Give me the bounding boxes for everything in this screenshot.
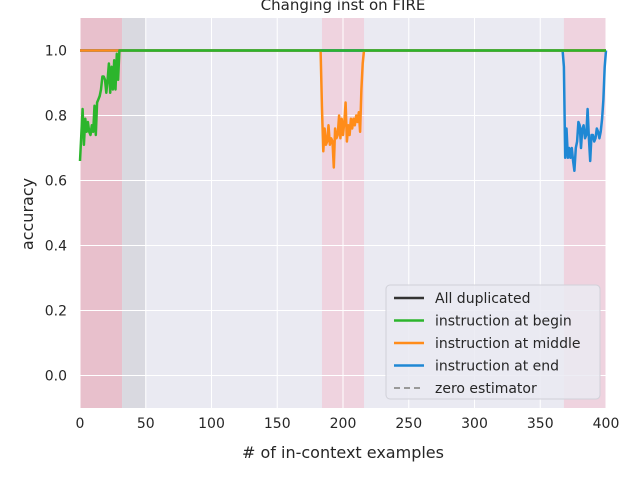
x-tick-label: 0: [76, 416, 85, 432]
legend-label: instruction at begin: [435, 314, 572, 330]
x-tick-label: 350: [527, 416, 554, 432]
x-tick-label: 300: [461, 416, 488, 432]
x-tick-label: 400: [593, 416, 620, 432]
series-line-instruction-at-end: [80, 49, 608, 173]
x-tick-label: 250: [395, 416, 422, 432]
y-tick-label: 0.2: [45, 304, 67, 320]
y-tick-label: 1.0: [45, 44, 67, 60]
y-axis-label: accuracy: [18, 178, 37, 250]
legend-label: zero estimator: [435, 381, 537, 397]
y-tick-label: 0.4: [45, 239, 67, 255]
legend-label: instruction at middle: [435, 336, 580, 352]
series-line-instruction-at-middle: [80, 49, 606, 169]
x-tick-label: 50: [137, 416, 155, 432]
y-tick-label: 0.8: [45, 109, 67, 125]
legend-label: instruction at end: [435, 359, 559, 375]
x-tick-labels: 0 50 100 150 200 250 300 350 400: [76, 416, 620, 432]
y-tick-labels: 0.0 0.2 0.4 0.6 0.8 1.0: [45, 44, 67, 385]
series-lines: [78, 49, 608, 173]
x-tick-label: 150: [264, 416, 291, 432]
shaded-region-2: [122, 18, 146, 408]
legend-label: All duplicated: [435, 291, 531, 307]
legend-box: [385, 284, 601, 400]
chart-title: Changing inst on FIRE: [261, 0, 426, 14]
x-tick-label: 100: [198, 416, 225, 432]
y-tick-label: 0.0: [45, 369, 67, 385]
y-tick-label: 0.6: [45, 174, 67, 190]
x-axis-label: # of in-context examples: [242, 443, 444, 462]
series-line-instruction-at-begin: [78, 49, 606, 162]
x-tick-label: 200: [330, 416, 357, 432]
legend: All duplicated instruction at begin instru…: [385, 284, 601, 400]
